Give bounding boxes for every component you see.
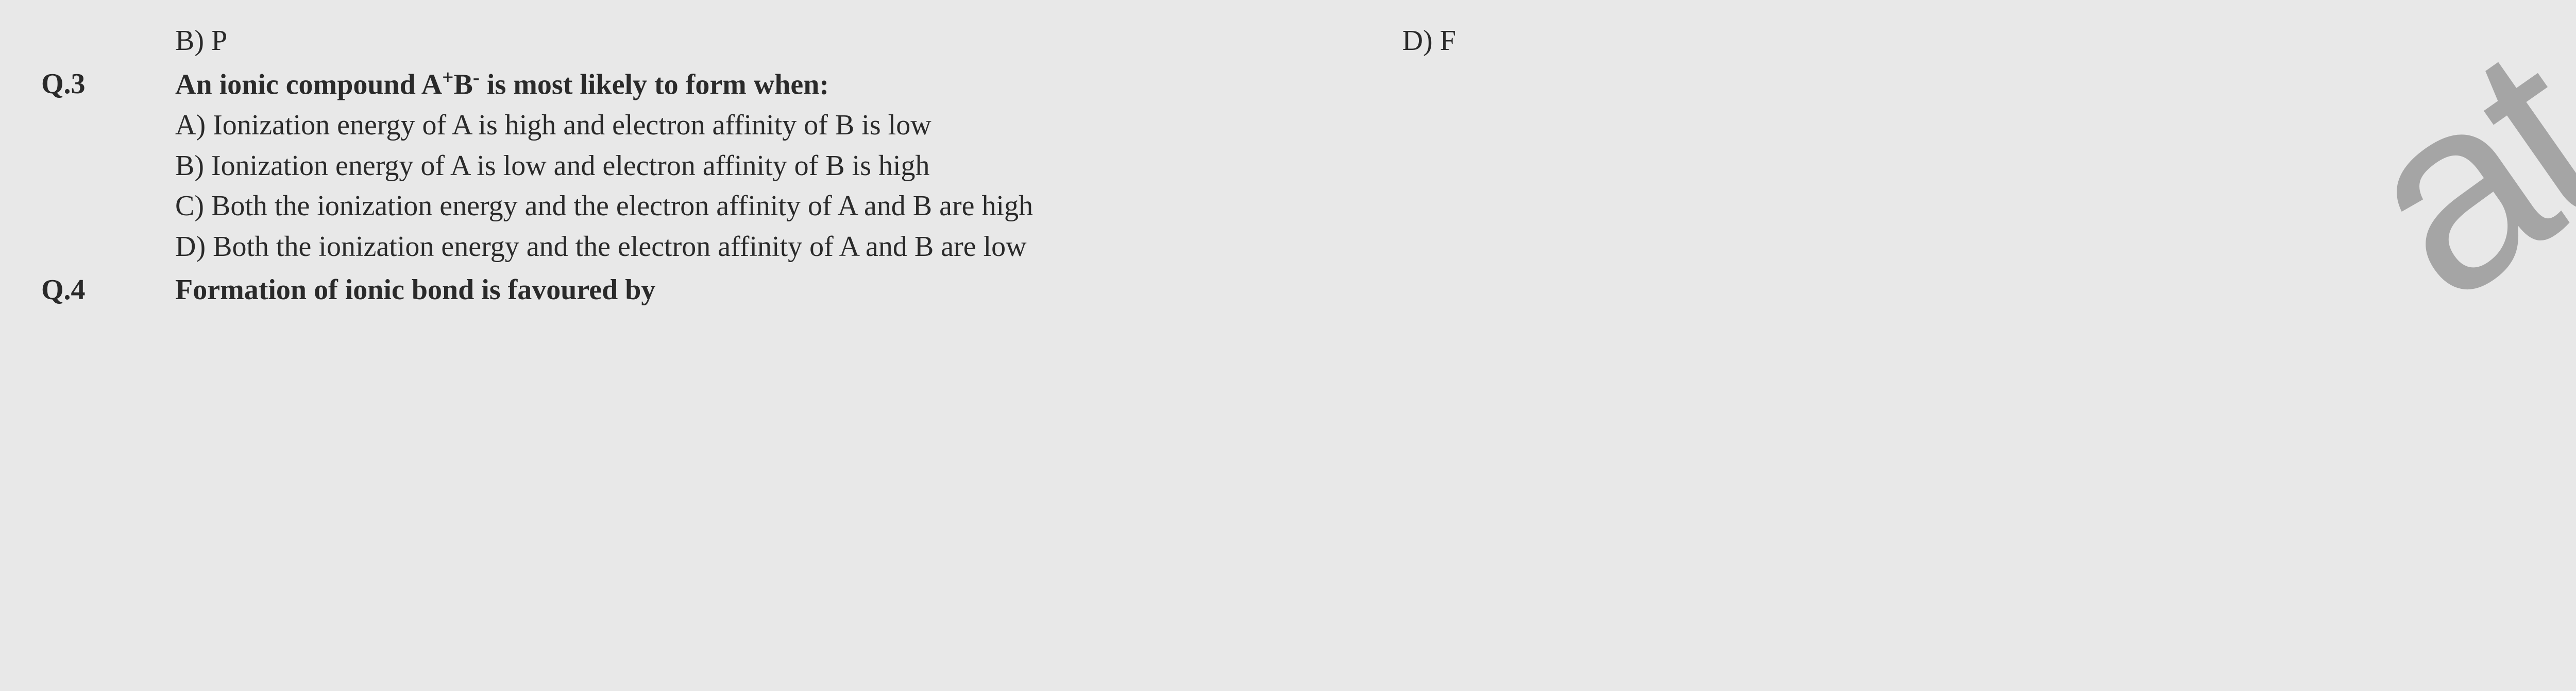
q3-stem-mid: B — [453, 69, 472, 101]
q3-row: Q.3 An ionic compound A+B- is most likel… — [41, 64, 2535, 267]
option-label-b: B) — [175, 25, 211, 57]
q3-stem-prefix: An ionic compound A — [175, 69, 442, 101]
q3-stem: An ionic compound A+B- is most likely to… — [175, 64, 2535, 105]
q3-sup2: - — [473, 66, 480, 89]
q3-stem-suffix: is most likely to form when: — [480, 69, 829, 101]
q3-sup1: + — [442, 66, 453, 89]
q4-number: Q.4 — [41, 270, 175, 310]
q3-option-d: D) Both the ionization energy and the el… — [175, 227, 2535, 267]
q3-option-b: B) Ionization energy of A is low and ele… — [175, 146, 2535, 186]
q3-option-a: A) Ionization energy of A is high and el… — [175, 105, 2535, 145]
q4-row: Q.4 Formation of ionic bond is favoured … — [41, 270, 2535, 310]
prev-option-b: B) P — [175, 21, 1402, 61]
option-label-d: D) — [1402, 25, 1440, 57]
q4-stem: Formation of ionic bond is favoured by — [175, 270, 2535, 310]
q3-number: Q.3 — [41, 64, 175, 104]
option-text-d: F — [1440, 25, 1456, 57]
prev-option-d: D) F — [1402, 21, 2535, 61]
q3-option-c: C) Both the ionization energy and the el… — [175, 186, 2535, 226]
option-text-b: P — [211, 25, 227, 57]
prev-options-row: B) P D) F — [41, 21, 2535, 61]
